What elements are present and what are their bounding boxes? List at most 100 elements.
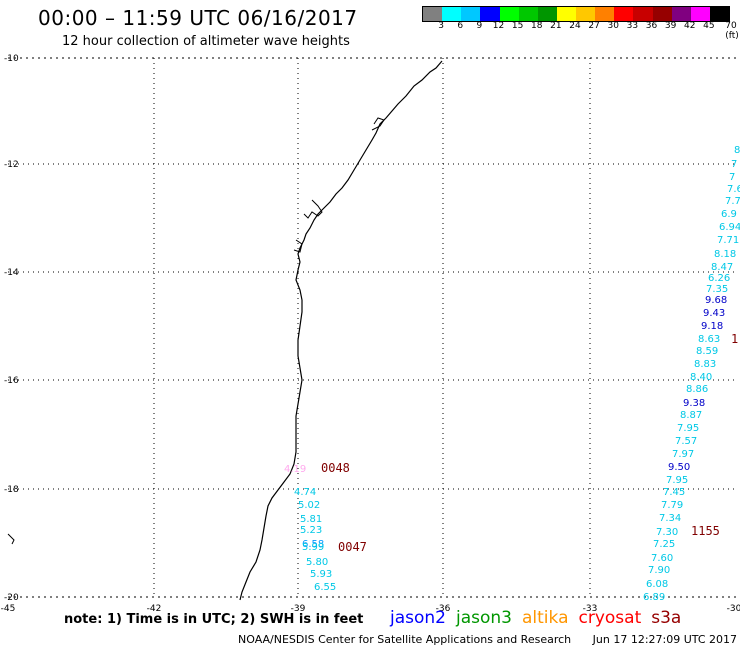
satellite-legend-item: s3a bbox=[651, 608, 682, 628]
colorbar-tick-label: 9 bbox=[476, 21, 483, 31]
colorbar-tick-label: 70 (ft) bbox=[725, 21, 739, 41]
lat-tick-label: -20 bbox=[4, 593, 19, 603]
wave-height-label: 7.95 bbox=[666, 475, 688, 486]
colorbar-swatch bbox=[690, 7, 710, 21]
wave-height-label: 7.95 bbox=[677, 423, 699, 434]
wave-height-label: 7 bbox=[729, 172, 735, 183]
colorbar-legend bbox=[422, 6, 730, 22]
wave-height-label: 4.19 bbox=[284, 464, 306, 475]
bay-outline bbox=[303, 199, 323, 219]
lon-tick-label: -45 bbox=[1, 604, 16, 614]
wave-height-label: 7.45 bbox=[663, 487, 685, 498]
colorbar-tick-label: 12 bbox=[492, 21, 505, 31]
colorbar-tick-label: 42 bbox=[684, 21, 696, 31]
wave-height-label: 5.23 bbox=[300, 525, 322, 536]
lat-tick-label: -10 bbox=[4, 54, 19, 64]
satellite-legend-item: jason2 bbox=[390, 608, 446, 628]
wave-height-label: 8.18 bbox=[714, 249, 736, 260]
wave-height-label: 9.18 bbox=[701, 321, 723, 332]
colorbar-swatch bbox=[499, 7, 519, 21]
wave-height-label: 6.08 bbox=[646, 579, 668, 590]
wave-height-label: 5.80 bbox=[306, 557, 328, 568]
colorbar-tick-label: 33 bbox=[626, 21, 639, 31]
wave-height-label: 8.63 bbox=[698, 334, 720, 345]
wave-height-label: 8.87 bbox=[680, 410, 702, 421]
colorbar-swatch bbox=[442, 7, 462, 21]
map-title: 00:00 – 11:59 UTC 06/16/2017 bbox=[38, 6, 358, 30]
lat-tick-label: -14 bbox=[4, 268, 19, 278]
colorbar-swatch bbox=[537, 7, 557, 21]
colorbar-swatch bbox=[671, 7, 691, 21]
footer-credit: NOAA/NESDIS Center for Satellite Applica… bbox=[238, 633, 572, 646]
wave-height-label: 8.83 bbox=[694, 359, 716, 370]
lon-tick-label: -39 bbox=[291, 604, 306, 614]
wave-height-label: 7.97 bbox=[672, 449, 694, 460]
wave-height-label: 5.02 bbox=[298, 500, 320, 511]
lon-tick-label: -36 bbox=[436, 604, 451, 614]
colorbar-swatch bbox=[595, 7, 615, 21]
colorbar-tick-label: 24 bbox=[569, 21, 581, 31]
colorbar-tick-label: 15 bbox=[511, 21, 524, 31]
wave-height-label: 7.30 bbox=[656, 527, 678, 538]
colorbar-swatch bbox=[480, 7, 500, 21]
wave-height-label: 6.58 bbox=[302, 539, 324, 550]
colorbar-swatch bbox=[709, 7, 729, 21]
colorbar-swatch bbox=[461, 7, 481, 21]
satellite-legend-item: jason3 bbox=[456, 608, 512, 628]
satellite-legend-item: altika bbox=[522, 608, 569, 628]
wave-height-label: 9.68 bbox=[705, 295, 727, 306]
wave-height-label: 8.86 bbox=[686, 384, 708, 395]
colorbar-swatch bbox=[614, 7, 634, 21]
colorbar-tick-label: 18 bbox=[531, 21, 543, 31]
wave-height-label: 9.50 bbox=[668, 462, 690, 473]
wave-height-label: 8 bbox=[734, 145, 740, 156]
wave-height-label: 5.81 bbox=[300, 514, 322, 525]
wave-height-label: 9.38 bbox=[683, 398, 705, 409]
wave-height-label: 8.40 bbox=[690, 372, 712, 383]
pass-time-label: 1155 bbox=[691, 524, 720, 538]
bay-outline bbox=[371, 117, 385, 131]
colorbar-swatch bbox=[423, 7, 443, 21]
colorbar-tick-label: 6 bbox=[457, 21, 464, 31]
coastline bbox=[239, 60, 443, 601]
wave-height-label: 4.74 bbox=[294, 487, 316, 498]
pass-time-label: 1 bbox=[731, 332, 738, 346]
island-outline bbox=[293, 239, 303, 253]
colorbar-swatch bbox=[576, 7, 596, 21]
wave-height-label: 7.6 bbox=[727, 184, 740, 195]
wave-height-label: 6.26 bbox=[708, 273, 730, 284]
pass-time-label: 0047 bbox=[338, 540, 367, 554]
wave-height-label: 7.60 bbox=[651, 553, 673, 564]
wave-height-label: 8.47 bbox=[711, 262, 733, 273]
satellite-legend-item: cryosat bbox=[578, 608, 642, 628]
colorbar-tick-label: 3 bbox=[438, 21, 444, 31]
map-subtitle: 12 hour collection of altimeter wave hei… bbox=[62, 34, 350, 49]
footer: NOAA/NESDIS Center for Satellite Applica… bbox=[238, 633, 737, 646]
satellite-legend: jason2 jason3 altika cryosat s3a bbox=[390, 608, 691, 628]
wave-height-label: 6.9 bbox=[721, 209, 737, 220]
wave-height-label: 6.94 bbox=[719, 222, 740, 233]
lon-tick-label: -30 bbox=[727, 604, 740, 614]
lon-tick-label: -33 bbox=[583, 604, 598, 614]
wave-height-label: 7.34 bbox=[659, 513, 681, 524]
colorbar-swatch bbox=[556, 7, 576, 21]
wave-height-label: 7.79 bbox=[661, 500, 683, 511]
colorbar-tick-label: 21 bbox=[550, 21, 562, 31]
wave-height-label: 9.43 bbox=[703, 308, 725, 319]
colorbar-tick-label: 27 bbox=[588, 21, 600, 31]
wave-height-label: 7.71 bbox=[717, 235, 739, 246]
colorbar-tick-label: 30 bbox=[607, 21, 619, 31]
colorbar-tick-label: 36 bbox=[645, 21, 658, 31]
footnote: note: 1) Time is in UTC; 2) SWH is in fe… bbox=[64, 612, 364, 627]
wave-height-label: 8.59 bbox=[696, 346, 718, 357]
wave-height-label: 7.90 bbox=[648, 565, 670, 576]
footer-timestamp: Jun 17 12:27:09 UTC 2017 bbox=[592, 633, 738, 646]
lat-tick-label: -18 bbox=[4, 485, 19, 495]
wave-height-label: 6.55 bbox=[314, 582, 336, 593]
colorbar-swatch bbox=[518, 7, 538, 21]
wave-height-label: 5.93 bbox=[310, 569, 332, 580]
lon-tick-label: -42 bbox=[147, 604, 162, 614]
pass-time-label: 0048 bbox=[321, 461, 350, 475]
wave-height-label: 7.25 bbox=[653, 539, 675, 550]
wave-height-label: 7 bbox=[731, 159, 737, 170]
